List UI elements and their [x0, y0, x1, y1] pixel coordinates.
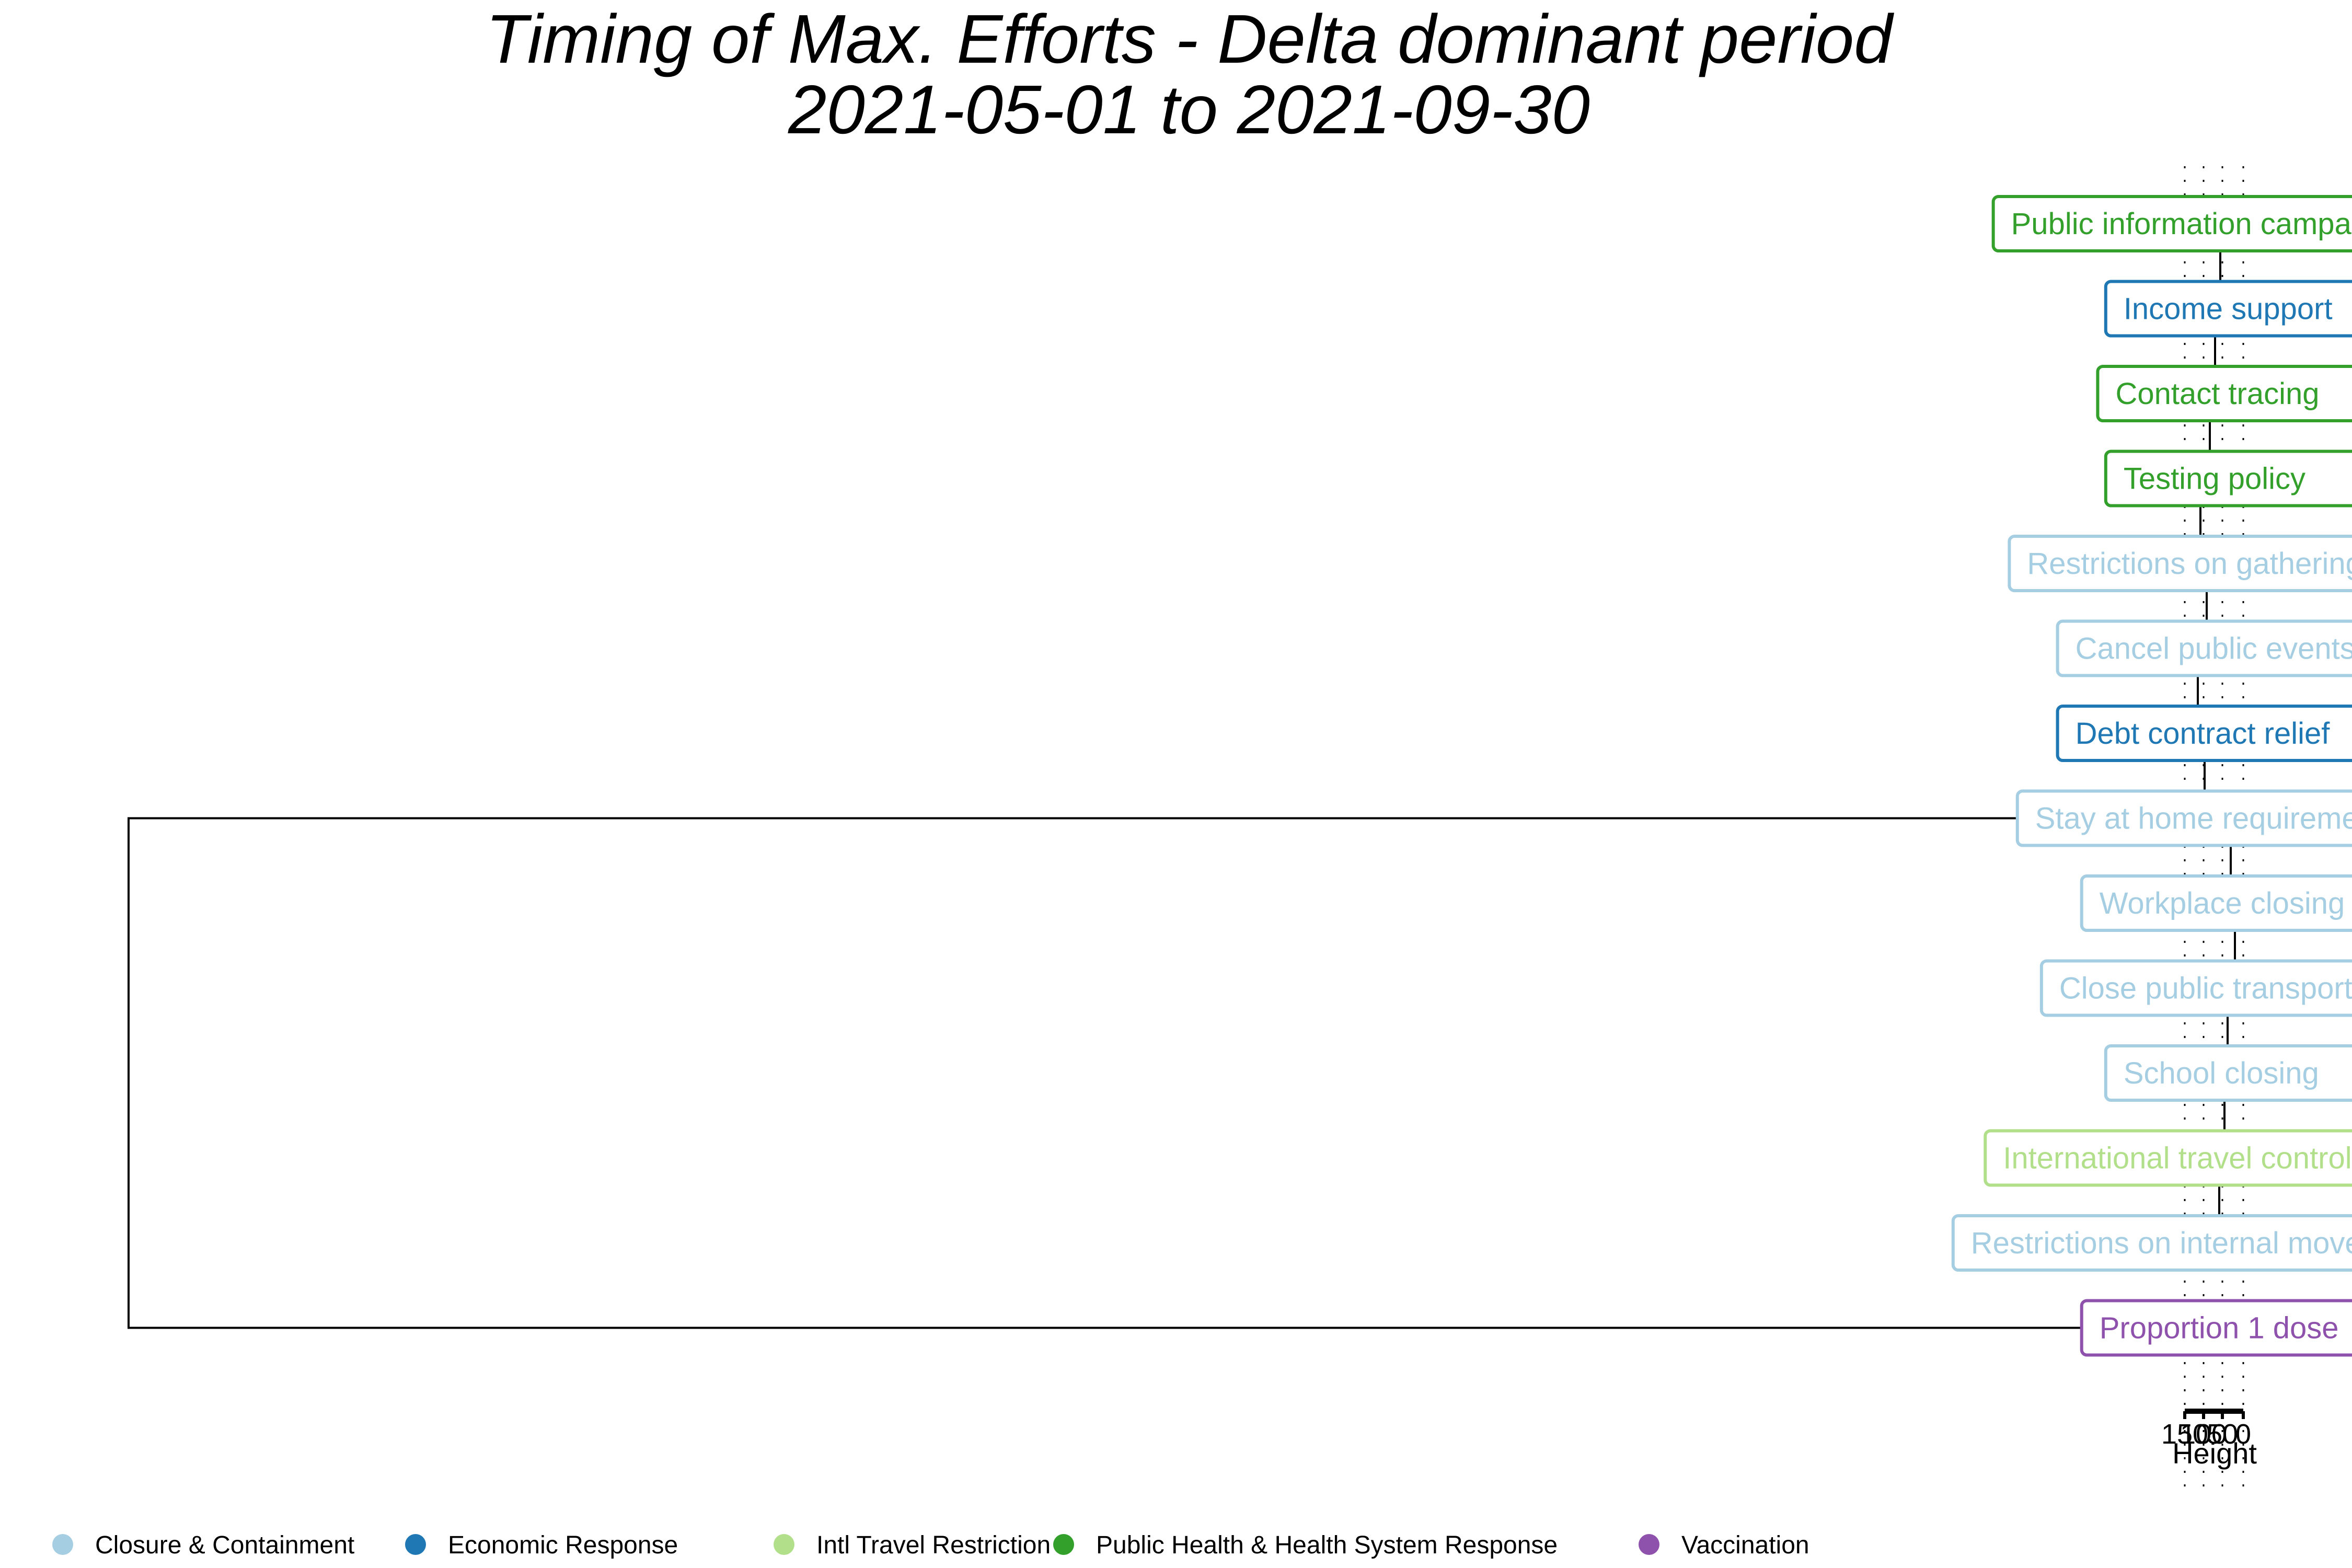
leaf-label-text: Proportion 1 dose — [2100, 1311, 2339, 1345]
leaf-label-text: Income support — [2124, 292, 2333, 326]
legend-label: Intl Travel Restriction — [816, 1531, 1051, 1559]
leaf-label-text: Workplace closing — [2100, 886, 2345, 920]
leaf-label-text: Testing policy — [2124, 462, 2305, 496]
leaf-label-box — [2080, 1299, 2352, 1357]
leaf-label-text: Public information campaigns — [2011, 207, 2352, 241]
leaf-label: School closing — [2104, 1044, 2352, 1102]
leaf-label-text: Debt contract relief — [2076, 717, 2331, 751]
leaf-label-box — [2039, 959, 2352, 1017]
legend-item: Intl Travel Restriction — [774, 1531, 1051, 1559]
leaf-label: Proportion 1 dose — [2080, 1299, 2352, 1357]
leaf-label-box — [1984, 1129, 2352, 1187]
legend: Closure & Containment Economic Response In… — [52, 1531, 1809, 1559]
legend-label: Economic Response — [448, 1531, 678, 1559]
legend-swatch — [1053, 1534, 1074, 1555]
leaf-label: Testing policy — [2104, 449, 2352, 508]
leaf-label-text: Cancel public events — [2076, 632, 2352, 666]
leaf-label: Debt contract relief — [2056, 705, 2352, 762]
chart-title: Timing of Max. Efforts - Delta dominant … — [486, 1, 1894, 77]
leaf-label-text: Restrictions on internal movement — [1971, 1226, 2352, 1260]
leaf-label-text: School closing — [2124, 1056, 2319, 1090]
legend-swatch — [52, 1534, 73, 1555]
legend-swatch — [1639, 1534, 1659, 1555]
axis-tick-label: 0 — [2235, 1419, 2251, 1450]
legend-label: Public Health & Health System Response — [1096, 1531, 1558, 1559]
leaf-label-box — [2096, 365, 2352, 422]
axis-tick-label: 50 — [2207, 1419, 2238, 1450]
axis-tick-label: 100 — [2180, 1419, 2227, 1450]
leaf-label-text: Close public transport — [2059, 972, 2352, 1006]
leaf-label-text: Contact tracing — [2115, 377, 2319, 411]
leaf-label-box — [2104, 449, 2352, 508]
leaf-label: International travel controls — [1984, 1129, 2352, 1187]
leaf-label-box — [2056, 705, 2352, 762]
leaf-label: Stay at home requirements — [2015, 789, 2352, 847]
legend-label: Vaccination — [1681, 1531, 1809, 1559]
leaf-label: Workplace closing — [2080, 874, 2352, 932]
axis-title: Height — [2172, 1437, 2257, 1470]
legend-label: Closure & Containment — [95, 1531, 354, 1559]
leaf-labels: Public information campaigns Income suppo… — [1951, 195, 2352, 1357]
root-branch — [128, 817, 2195, 1329]
leaf-label-box — [2080, 874, 2352, 932]
leaf-label-box — [1991, 195, 2352, 252]
legend-item: Vaccination — [1639, 1531, 1809, 1559]
leaf-label-box — [2104, 280, 2352, 338]
chart-subtitle: 2021-05-01 to 2021-09-30 — [788, 71, 1590, 148]
leaf-label-text: Restrictions on gatherings — [2027, 547, 2352, 581]
leaf-label: Contact tracing — [2096, 365, 2352, 422]
leaf-label-box — [1951, 1214, 2352, 1272]
legend-item: Economic Response — [405, 1531, 678, 1559]
leaf-label-text: Stay at home requirements — [2035, 802, 2352, 836]
leaf-label: Close public transport — [2039, 959, 2352, 1017]
leaf-label-box — [2104, 1044, 2352, 1102]
leaf-label: Income support — [2104, 280, 2352, 338]
leaf-label-text: International travel controls — [2003, 1142, 2352, 1175]
leaf-label-box — [2015, 789, 2352, 847]
legend-swatch — [774, 1534, 794, 1555]
leaf-label: Restrictions on internal movement — [1951, 1214, 2352, 1272]
leaf-label: Restrictions on gatherings — [2008, 535, 2352, 592]
legend-item: Closure & Containment — [52, 1531, 354, 1559]
dendrogram-branches — [128, 250, 2236, 1329]
leaf-label: Public information campaigns — [1991, 195, 2352, 252]
legend-item: Public Health & Health System Response — [1053, 1531, 1558, 1559]
leaf-label-box — [2008, 535, 2352, 592]
axis-tick-label: 150 — [2161, 1419, 2208, 1450]
leaf-label-box — [2056, 619, 2352, 677]
legend-swatch — [405, 1534, 426, 1555]
leaf-label: Cancel public events — [2056, 619, 2352, 677]
